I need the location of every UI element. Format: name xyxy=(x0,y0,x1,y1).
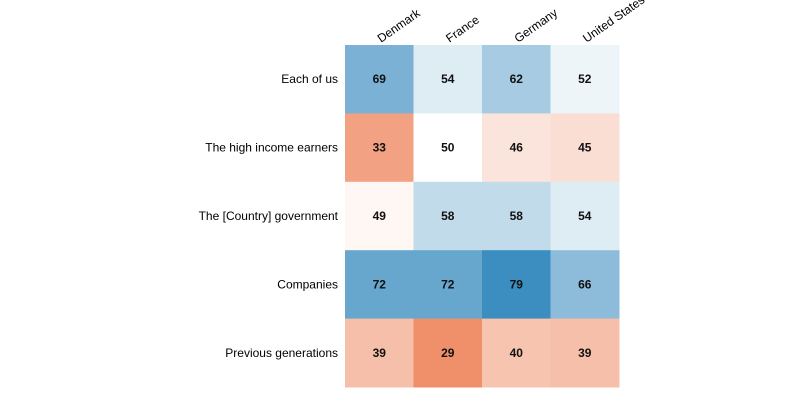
cell-value-label: 49 xyxy=(373,209,387,223)
cell-value-label: 39 xyxy=(373,346,387,360)
heatmap-cell-each-of-us-france xyxy=(413,45,483,114)
col-label-france: France xyxy=(443,12,482,45)
cell-value-label: 54 xyxy=(441,72,455,86)
col-label-united-states: United States xyxy=(580,0,647,45)
cell-value-label: 79 xyxy=(510,277,524,291)
col-labels-layer: Denmark France Germany United States xyxy=(375,0,648,45)
col-label-germany: Germany xyxy=(512,6,560,46)
heatmap-cell-the-country-government-united-states xyxy=(550,181,620,251)
row-label-the-country-government: The [Country] government xyxy=(199,209,339,223)
cell-value-label: 54 xyxy=(578,209,592,223)
heatmap-cell-the-country-government-denmark xyxy=(345,181,414,251)
heatmap-cell-previous-generations-united-states xyxy=(550,318,620,388)
cell-value-label: 72 xyxy=(373,277,387,291)
heatmap-cell-the-high-income-earners-denmark xyxy=(345,113,414,183)
cell-value-label: 72 xyxy=(441,277,455,291)
heatmap-cell-each-of-us-denmark xyxy=(345,45,414,114)
cell-value-label: 50 xyxy=(441,141,455,155)
heatmap-cell-the-high-income-earners-united-states xyxy=(550,113,620,183)
heatmap-cell-the-high-income-earners-germany xyxy=(482,113,551,183)
heatmap-cell-companies-france xyxy=(413,250,483,320)
col-label-denmark: Denmark xyxy=(375,5,424,45)
heatmap-cell-previous-generations-germany xyxy=(482,318,551,388)
cell-value-label: 66 xyxy=(578,277,592,291)
row-label-companies: Companies xyxy=(277,277,338,291)
row-label-previous-generations: Previous generations xyxy=(225,346,338,360)
heatmap-cell-companies-denmark xyxy=(345,250,414,320)
heatmap-cell-previous-generations-denmark xyxy=(345,318,414,388)
cell-value-label: 52 xyxy=(578,72,592,86)
cell-value-label: 58 xyxy=(441,209,455,223)
cell-value-label: 69 xyxy=(373,72,387,86)
cell-value-label: 58 xyxy=(510,209,524,223)
heatmap-cell-companies-germany xyxy=(482,250,551,320)
cells-layer xyxy=(345,45,620,388)
heatmap-cell-each-of-us-united-states xyxy=(550,45,620,114)
heatmap-cell-companies-united-states xyxy=(550,250,620,320)
row-labels-layer: Each of us The high income earners The [Co… xyxy=(199,72,339,360)
cell-value-label: 62 xyxy=(510,72,524,86)
values-layer: 69 54 62 52 33 50 46 45 49 58 58 54 72 72 79 66 39 29 40 39 xyxy=(373,72,592,360)
row-label-the-high-income-earners: The high income earners xyxy=(205,141,338,155)
cell-value-label: 33 xyxy=(373,141,387,155)
cell-value-label: 39 xyxy=(578,346,592,360)
heatmap-cell-the-high-income-earners-france xyxy=(413,113,483,183)
row-label-each-of-us: Each of us xyxy=(281,72,338,86)
heatmap-cell-the-country-government-germany xyxy=(482,181,551,251)
cell-value-label: 45 xyxy=(578,141,592,155)
heatmap-cell-previous-generations-france xyxy=(413,318,483,388)
heatmap-cell-each-of-us-germany xyxy=(482,45,551,114)
cell-value-label: 40 xyxy=(510,346,524,360)
cell-value-label: 46 xyxy=(510,141,524,155)
cell-value-label: 29 xyxy=(441,346,455,360)
heatmap-cell-the-country-government-france xyxy=(413,181,483,251)
